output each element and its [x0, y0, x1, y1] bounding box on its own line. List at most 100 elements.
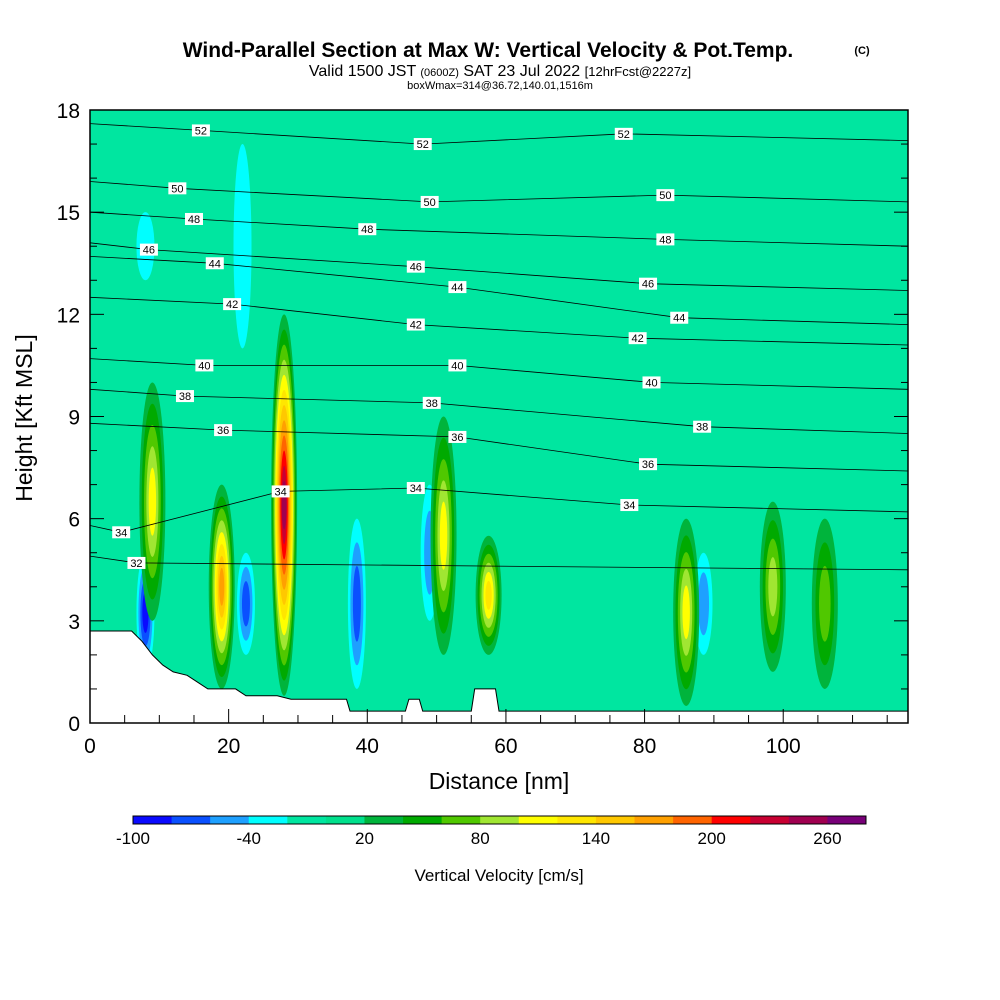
- theta-label-46-9: 46: [139, 243, 158, 257]
- y-tick-label-18: 18: [57, 100, 80, 123]
- x-tick-label-100: 100: [766, 735, 801, 758]
- theta-label-34-27: 34: [271, 485, 290, 498]
- svg-text:38: 38: [179, 391, 191, 403]
- theta-label-36-25: 36: [448, 430, 467, 444]
- theta-label-46-10: 46: [406, 260, 425, 274]
- colorbar-swatch-3: [248, 816, 288, 824]
- svg-text:48: 48: [361, 224, 373, 236]
- svg-text:52: 52: [618, 129, 630, 141]
- svg-text:42: 42: [632, 333, 644, 345]
- theta-label-52-2: 52: [614, 127, 633, 141]
- svg-text:34: 34: [115, 527, 127, 539]
- svg-text:40: 40: [451, 360, 463, 372]
- svg-text:46: 46: [410, 262, 422, 274]
- theta-label-40-18: 40: [195, 359, 214, 372]
- svg-text:36: 36: [217, 425, 229, 437]
- theta-label-42-17: 42: [628, 332, 647, 345]
- svg-text:34: 34: [623, 500, 635, 512]
- updraft-core-3-level-4: [439, 501, 448, 570]
- colorbar-swatch-18: [827, 816, 867, 824]
- velocity-field: [136, 144, 838, 706]
- colorbar-swatch-4: [287, 816, 327, 824]
- colorbar-swatch-6: [364, 816, 404, 824]
- colorbar-tick-label-4: 140: [582, 829, 610, 848]
- theta-label-48-7: 48: [358, 223, 377, 236]
- svg-text:46: 46: [642, 279, 654, 291]
- downdraft-core-6-level-0: [233, 144, 252, 349]
- svg-text:48: 48: [659, 234, 671, 246]
- updraft-core-1-level-7: [219, 567, 225, 606]
- colorbar-label: Vertical Velocity [cm/s]: [414, 866, 583, 885]
- svg-text:44: 44: [451, 282, 463, 294]
- colorbar-swatch-14: [673, 816, 713, 824]
- chart-title-mark: (C): [854, 45, 870, 57]
- svg-text:46: 46: [143, 245, 155, 257]
- subtitle-date: SAT 23 Jul 2022: [463, 63, 580, 80]
- theta-label-38-23: 38: [693, 420, 712, 434]
- theta-label-38-22: 38: [422, 396, 441, 410]
- theta-label-34-30: 34: [112, 526, 131, 539]
- x-axis-label: Distance [nm]: [429, 768, 570, 794]
- downdraft-core-1-level-2: [241, 581, 250, 627]
- colorbar-swatch-17: [788, 816, 828, 824]
- colorbar-tick-label-5: 200: [697, 829, 725, 848]
- plot-area: 52 52 52 50 50 50 48 48 48 46 46 46 44 44 44 42 42 42 40 40…: [90, 110, 908, 723]
- colorbar-swatch-11: [557, 816, 597, 824]
- x-tick-label-20: 20: [217, 735, 240, 758]
- colorbar: -100 -40 20 80 140 200 260: [116, 815, 867, 848]
- colorbar-tick-label-0: -100: [116, 829, 150, 848]
- colorbar-swatch-8: [441, 816, 481, 824]
- theta-label-38-21: 38: [175, 390, 194, 403]
- theta-label-44-12: 44: [205, 257, 224, 270]
- y-tick-label-0: 0: [68, 713, 80, 736]
- subtitle-forecast: [12hrFcst@2227z]: [585, 64, 691, 79]
- theta-label-36-24: 36: [214, 424, 233, 437]
- theta-contour-labels: 52 52 52 50 50 50 48 48 48 46 46 46 44 44 44 42 42 42 40 40…: [112, 124, 712, 570]
- colorbar-swatch-9: [480, 816, 520, 824]
- downdraft-core-2-level-2: [352, 565, 361, 642]
- subtitle-valid: Valid 1500 JST: [309, 63, 417, 80]
- svg-text:38: 38: [696, 422, 708, 434]
- theta-label-40-19: 40: [448, 359, 467, 372]
- y-tick-label-6: 6: [68, 509, 80, 532]
- colorbar-swatch-7: [403, 816, 443, 824]
- updraft-core-7-level-2: [819, 565, 831, 642]
- theta-label-48-8: 48: [656, 233, 675, 246]
- theta-label-36-26: 36: [639, 458, 658, 471]
- svg-text:42: 42: [226, 299, 238, 311]
- svg-text:50: 50: [659, 190, 671, 202]
- chart-subtitle: Valid 1500 JST (0600Z) SAT 23 Jul 2022 […: [309, 63, 691, 80]
- colorbar-tick-label-6: 260: [813, 829, 841, 848]
- svg-text:36: 36: [642, 459, 654, 471]
- colorbar-swatch-13: [634, 816, 674, 824]
- updraft-core-4-level-5: [485, 580, 492, 610]
- theta-label-34-29: 34: [620, 499, 639, 512]
- updraft-core-5-level-4: [682, 585, 690, 640]
- svg-text:40: 40: [198, 360, 210, 372]
- x-tick-label-80: 80: [633, 735, 656, 758]
- colorbar-swatch-1: [171, 816, 211, 824]
- svg-text:38: 38: [426, 398, 438, 410]
- svg-text:52: 52: [195, 125, 207, 137]
- svg-text:50: 50: [424, 197, 436, 209]
- theta-label-50-5: 50: [656, 189, 675, 202]
- svg-text:50: 50: [171, 183, 183, 195]
- colorbar-swatch-0: [133, 816, 173, 824]
- theta-label-34-28: 34: [406, 482, 425, 495]
- colorbar-swatch-12: [595, 816, 636, 824]
- svg-text:40: 40: [645, 377, 657, 389]
- y-tick-label-3: 3: [68, 611, 80, 634]
- colorbar-tick-label-3: 80: [471, 829, 490, 848]
- theta-label-52-1: 52: [413, 138, 432, 151]
- svg-text:48: 48: [188, 214, 200, 226]
- subtitle-zulu: (0600Z): [420, 67, 459, 79]
- theta-label-32-31: 32: [127, 556, 146, 570]
- colorbar-frame: [132, 815, 867, 825]
- colorbar-swatch-5: [325, 816, 365, 824]
- colorbar-swatch-2: [210, 816, 250, 824]
- svg-text:34: 34: [410, 483, 422, 495]
- colorbar-tick-label-2: 20: [355, 829, 374, 848]
- y-tick-label-9: 9: [68, 407, 80, 430]
- colorbar-swatch-10: [518, 816, 558, 824]
- downdraft-core-4-level-1: [697, 572, 710, 636]
